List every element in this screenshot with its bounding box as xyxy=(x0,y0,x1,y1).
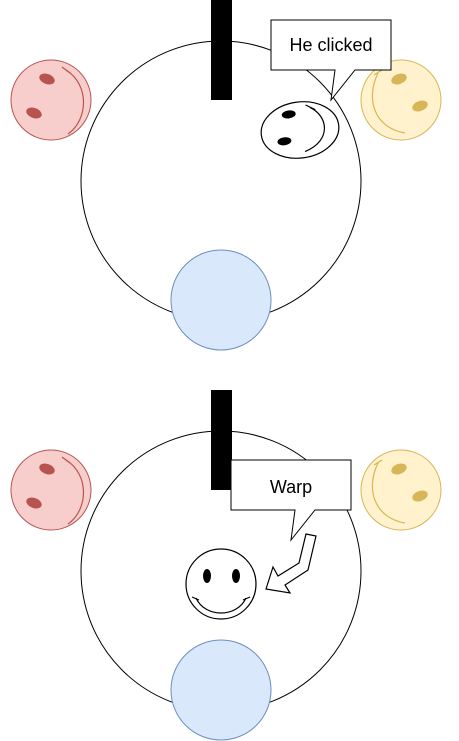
bent-arrow-icon xyxy=(265,533,317,594)
red-smiley-icon xyxy=(10,59,92,141)
callout-he-clicked: He clicked xyxy=(270,19,392,102)
yellow-smiley-icon xyxy=(360,449,442,531)
callout-text: Warp xyxy=(270,477,312,497)
black-bar xyxy=(211,0,232,100)
red-smiley-icon xyxy=(10,449,92,531)
player-smiley-icon xyxy=(260,101,340,159)
panel-top: He clicked xyxy=(10,0,442,351)
player-smiley-icon xyxy=(185,548,257,620)
blue-circle xyxy=(170,249,272,351)
yellow-smiley-icon xyxy=(360,59,442,141)
black-bar xyxy=(211,390,232,490)
callout-warp: Warp xyxy=(230,459,352,542)
panel-bottom: Warp xyxy=(10,390,442,741)
callout-text: He clicked xyxy=(289,35,372,55)
blue-circle xyxy=(170,639,272,741)
